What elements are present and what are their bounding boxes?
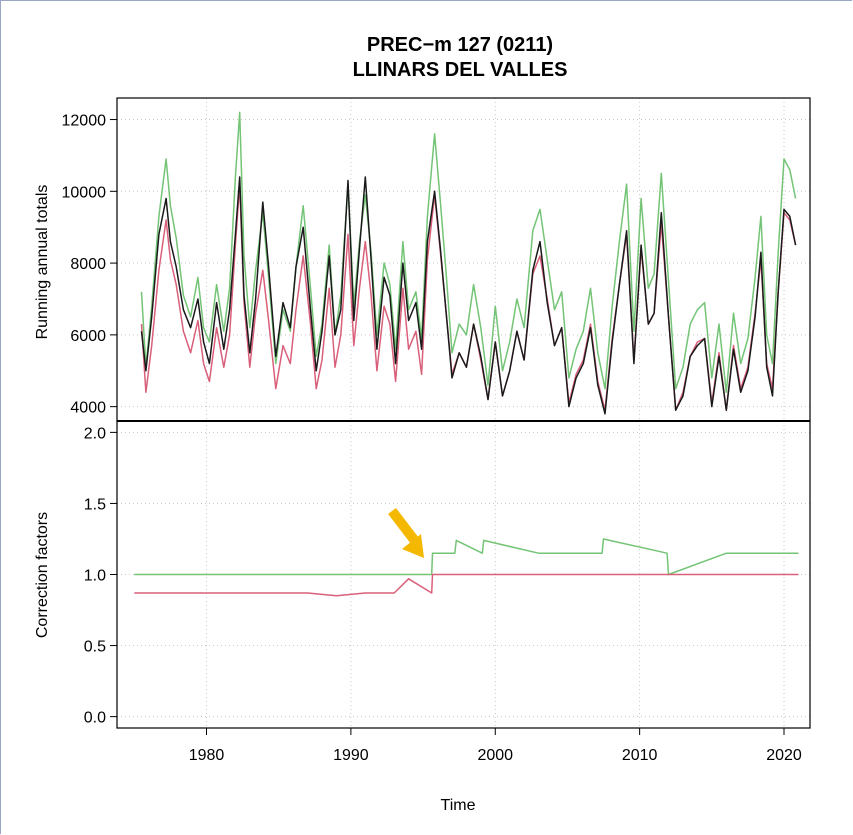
- top-series-line-0: [140, 111, 797, 394]
- chart-subtitle: LLINARS DEL VALLES: [353, 59, 568, 81]
- x-tick-label: 2020: [766, 747, 802, 764]
- x-tick-label: 2010: [622, 747, 658, 764]
- top-y-tick-label: 12000: [62, 113, 107, 130]
- bottom-panel: 0.0 0.5 1.0 1.5 2.0 1980 1990 2000 2010 2020: [84, 420, 811, 764]
- top-y-axis-label: Running annual totals: [34, 185, 51, 340]
- top-series-line-1: [140, 183, 797, 411]
- bottom-series-line-1: [134, 573, 799, 597]
- x-tick-label: 1980: [189, 747, 225, 764]
- bottom-y-axis-label: Correction factors: [34, 512, 51, 638]
- bottom-y-tick-label: 0.0: [84, 710, 106, 727]
- bottom-y-tick-label: 2.0: [84, 425, 106, 442]
- bottom-series-line-0: [134, 538, 799, 576]
- bottom-y-tick-label: 1.5: [84, 496, 106, 513]
- top-y-tick-label: 10000: [62, 184, 107, 201]
- break-arrow-annotation: [388, 507, 424, 558]
- x-tick-label: 1990: [333, 747, 369, 764]
- top-panel: 4000 6000 8000 10000 12000: [62, 97, 811, 422]
- top-y-tick-label: 8000: [70, 256, 106, 273]
- top-y-tick-label: 6000: [70, 328, 106, 345]
- arrow-head: [402, 534, 424, 558]
- top-panel-frame: [116, 97, 811, 422]
- bottom-y-tick-label: 1.0: [84, 568, 106, 585]
- x-axis-label: Time: [441, 797, 476, 814]
- chart-title: PREC−m 127 (0211): [367, 34, 553, 56]
- top-y-tick-label: 4000: [70, 400, 106, 417]
- arrow-shaft: [388, 507, 419, 545]
- x-tick-label: 2000: [477, 747, 513, 764]
- top-series-line-2: [140, 176, 797, 415]
- bottom-y-tick-label: 0.5: [84, 639, 106, 656]
